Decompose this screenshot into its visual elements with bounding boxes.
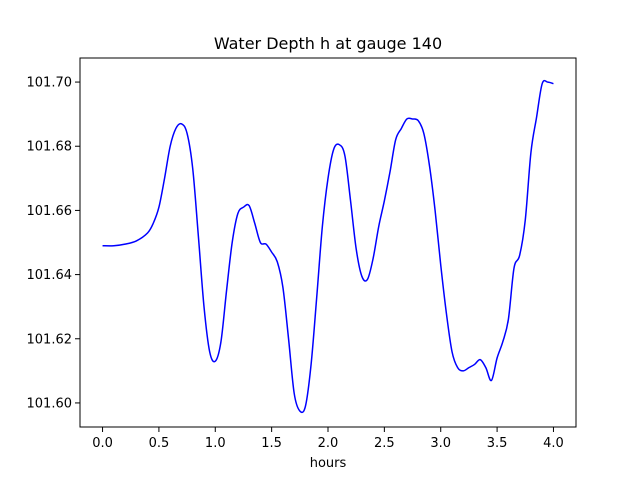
plot-area [102,79,554,414]
y-tick-label: 101.70 [27,76,73,91]
x-tick-label: 3.5 [487,436,508,451]
x-axis-ticks: 0.0 0.5 1.0 1.5 2.0 2.5 3.0 3.5 4.0 [92,427,564,451]
y-tick-label: 101.68 [27,140,73,155]
y-tick-label: 101.62 [27,332,73,347]
x-tick-label: 2.0 [318,436,339,451]
series-line [102,79,554,414]
x-tick-label: 1.5 [261,436,282,451]
chart-title: Water Depth h at gauge 140 [214,34,442,53]
x-tick-label: 1.0 [205,436,226,451]
x-tick-label: 2.5 [374,436,395,451]
y-tick-label: 101.66 [27,204,73,219]
y-tick-label: 101.60 [27,396,73,411]
x-axis-label: hours [310,456,347,471]
x-tick-label: 4.0 [543,436,564,451]
x-tick-label: 3.0 [430,436,451,451]
y-tick-label: 101.64 [27,268,73,283]
x-tick-label: 0.0 [92,436,113,451]
y-axis-ticks: 101.60 101.62 101.64 101.66 101.68 101.70 [27,76,80,411]
x-tick-label: 0.5 [149,436,170,451]
